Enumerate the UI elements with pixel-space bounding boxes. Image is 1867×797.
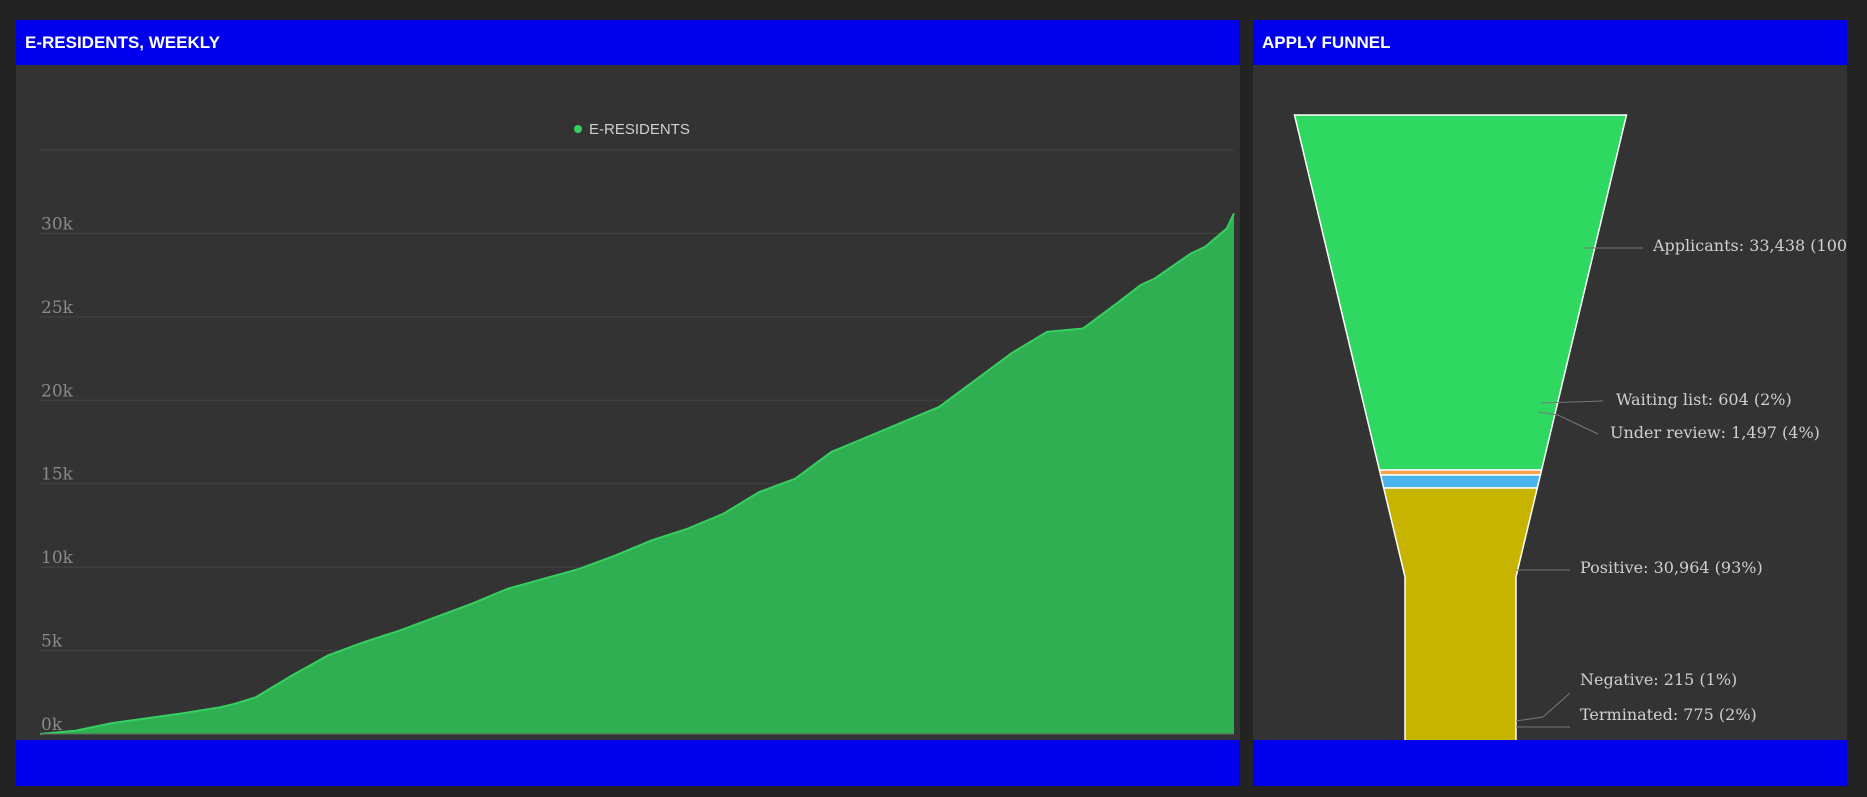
funnel-panel: APPLY FUNNEL Applicants: 33,438 (100 Wait… xyxy=(1253,20,1847,786)
y-tick-label: 0k xyxy=(41,715,63,735)
y-tick-label: 30k xyxy=(41,214,74,234)
x-tick-label: 15 xyxy=(174,739,196,740)
x-tick-label: 2014 xyxy=(40,739,83,740)
funnel-panel-header: APPLY FUNNEL xyxy=(1253,20,1847,65)
funnel-panel-title: APPLY FUNNEL xyxy=(1262,32,1391,52)
x-tick-label: 43 xyxy=(749,739,771,740)
legend-label-e-residents: E-RESIDENTS xyxy=(589,121,690,138)
funnel-stage-under-review xyxy=(1379,474,1542,489)
apply-funnel-chart: Applicants: 33,438 (100 Waiting list: 604… xyxy=(1293,114,1847,740)
eresidents-panel-footer xyxy=(16,740,1240,786)
funnel-label-positive: Positive: 30,964 (93%) xyxy=(1580,558,1763,577)
x-tick-label: 35 xyxy=(318,739,340,740)
y-tick-label: 5k xyxy=(41,632,63,652)
funnel-label-negative: Negative: 215 (1%) xyxy=(1580,670,1737,689)
series-line-e-residents xyxy=(39,212,1235,735)
funnel-label-applicants: Applicants: 33,438 (100 xyxy=(1652,236,1847,255)
funnel-label-under-review: Under review: 1,497 (4%) xyxy=(1610,423,1820,442)
funnel-label-waiting-list: Waiting list: 604 (2%) xyxy=(1616,390,1792,409)
series-area-e-residents xyxy=(40,213,1234,735)
chart-legend: E-RESIDENTS xyxy=(574,121,690,138)
funnel-stage-applicants xyxy=(1293,114,1628,471)
funnel-stage-positive xyxy=(1382,487,1539,740)
y-tick-label: 25k xyxy=(41,298,74,318)
x-tick-label: 11 xyxy=(893,739,915,740)
x-tick-label: 51 xyxy=(1181,739,1203,740)
x-tick-label: 23 xyxy=(605,739,627,740)
funnel-label-terminated: Terminated: 775 (2%) xyxy=(1580,705,1757,724)
y-tick-label: 20k xyxy=(41,381,74,401)
eresidents-panel-header: E-RESIDENTS, WEEKLY xyxy=(16,20,1240,65)
x-tick-label: 3 xyxy=(462,739,473,740)
legend-marker-e-residents xyxy=(574,125,582,133)
funnel-connector xyxy=(1515,692,1571,722)
x-tick-label: 31 xyxy=(1037,739,1059,740)
funnel-panel-footer xyxy=(1253,740,1847,786)
y-tick-label: 15k xyxy=(41,465,74,485)
eresidents-panel-title: E-RESIDENTS, WEEKLY xyxy=(25,32,220,52)
eresidents-area-chart: 0k 5k 10k 15k 20k 25k 30k 2014 15 35 3 23 43 11 31 51 E-… xyxy=(39,121,1235,740)
funnel-connector xyxy=(1540,400,1604,404)
eresidents-panel: E-RESIDENTS, WEEKLY 0k 5k 10k 15k 20k 25k 30k 2… xyxy=(16,20,1240,786)
y-tick-label: 10k xyxy=(41,548,74,568)
funnel-connector xyxy=(1538,411,1599,435)
